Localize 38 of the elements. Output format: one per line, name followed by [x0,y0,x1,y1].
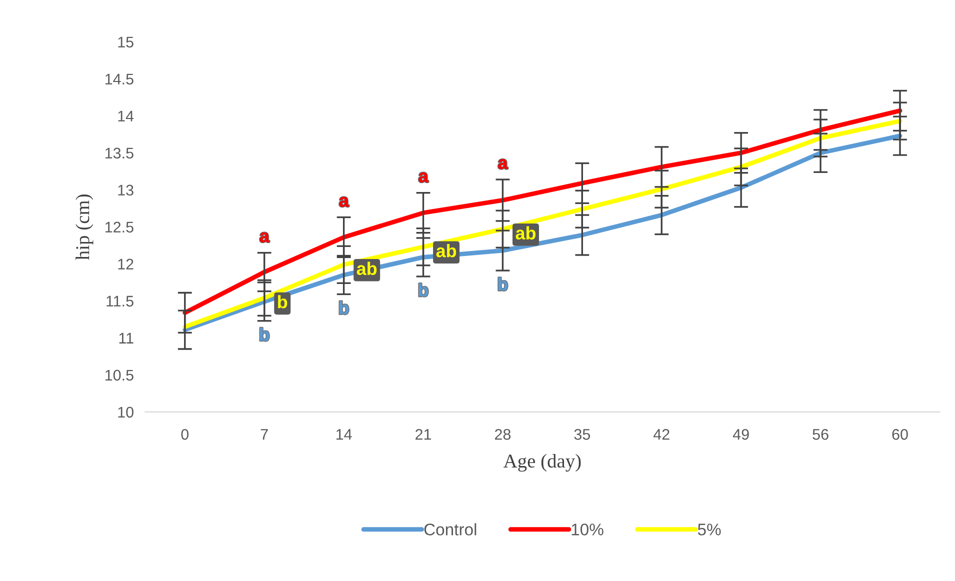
data-label: b [260,328,270,342]
y-tick-label: 10 [118,406,134,418]
legend-label: 5% [698,524,721,536]
data-label: b [498,277,508,291]
x-tick-label: 49 [732,429,749,440]
data-label: ab [436,244,456,258]
data-label: a [260,232,270,242]
y-tick-label: 12 [118,258,134,270]
y-tick-label: 11.5 [106,296,134,307]
legend-label: Control [424,523,476,536]
y-tick-label: 13 [118,184,134,196]
data-label: a [498,159,508,170]
data-label: a [418,172,428,182]
y-tick-label: 15 [118,36,134,48]
x-tick-label: 28 [494,429,511,440]
data-label: b [339,301,349,314]
x-tick-label: 56 [812,429,828,440]
y-tick-label: 10.5 [105,370,134,381]
data-label: b [278,295,288,308]
y-tick-label: 14 [118,110,134,122]
x-tick-label: 14 [336,429,352,440]
y-tick-label: 13.5 [105,148,134,159]
x-axis-title: Age (day) [503,454,581,472]
x-tick-label: 0 [181,429,189,440]
data-label: ab [516,226,536,240]
data-label: a [339,196,349,207]
x-tick-label: 7 [260,429,268,440]
data-label: b [418,283,428,297]
x-tick-label: 42 [653,429,670,440]
legend-label: 10% [572,524,604,536]
y-tick-label: 12.5 [105,222,134,233]
data-label: ab [356,262,377,276]
x-tick-label: 35 [574,429,590,440]
x-tick-label: 60 [892,429,908,440]
x-tick-label: 21 [416,429,432,440]
y-tick-label: 14.5 [105,74,134,85]
y-axis-title: hip (cm) [76,194,94,260]
y-tick-label: 11 [119,332,134,344]
